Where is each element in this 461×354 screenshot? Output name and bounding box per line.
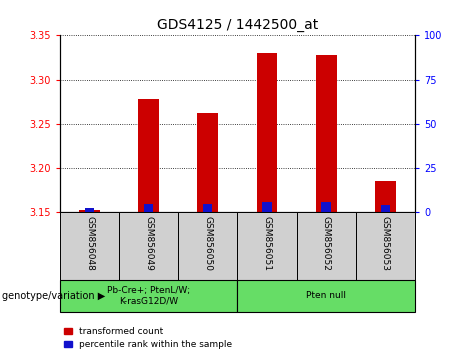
- Bar: [356, 212, 415, 280]
- Bar: [237, 280, 415, 312]
- Text: GSM856053: GSM856053: [381, 216, 390, 271]
- Text: Pb-Cre+; PtenL/W;
K-rasG12D/W: Pb-Cre+; PtenL/W; K-rasG12D/W: [107, 286, 190, 305]
- Bar: [257, 53, 278, 212]
- Bar: [119, 212, 178, 280]
- Text: Pten null: Pten null: [306, 291, 346, 300]
- Text: GSM856048: GSM856048: [85, 216, 94, 271]
- Bar: [381, 205, 390, 212]
- Text: GSM856051: GSM856051: [262, 216, 272, 271]
- Title: GDS4125 / 1442500_at: GDS4125 / 1442500_at: [157, 18, 318, 32]
- Text: GSM856052: GSM856052: [322, 216, 331, 271]
- Bar: [144, 204, 154, 212]
- Bar: [79, 210, 100, 212]
- Bar: [60, 280, 237, 312]
- Bar: [203, 204, 213, 212]
- Legend: transformed count, percentile rank within the sample: transformed count, percentile rank withi…: [65, 327, 232, 349]
- Bar: [197, 113, 218, 212]
- Text: GSM856049: GSM856049: [144, 216, 153, 271]
- Bar: [375, 181, 396, 212]
- Bar: [316, 55, 337, 212]
- Bar: [178, 212, 237, 280]
- Text: genotype/variation ▶: genotype/variation ▶: [2, 291, 106, 301]
- Bar: [237, 212, 296, 280]
- Bar: [85, 208, 94, 212]
- Bar: [296, 212, 356, 280]
- Bar: [262, 202, 272, 212]
- Text: GSM856050: GSM856050: [203, 216, 213, 271]
- Bar: [321, 202, 331, 212]
- Bar: [60, 212, 119, 280]
- Bar: [138, 99, 159, 212]
